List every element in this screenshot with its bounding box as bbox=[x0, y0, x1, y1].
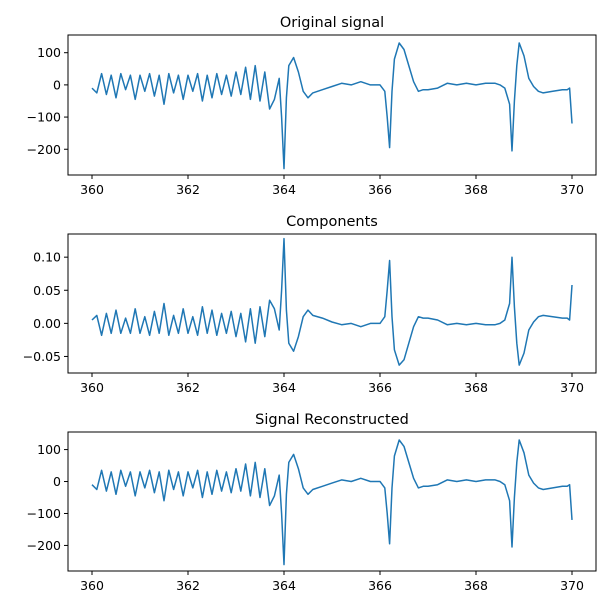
x-tick-label: 370 bbox=[560, 578, 584, 593]
x-tick-label: 368 bbox=[464, 578, 488, 593]
chart-title: Signal Reconstructed bbox=[255, 412, 409, 428]
x-tick-label: 364 bbox=[272, 578, 296, 593]
axes-frame bbox=[67, 233, 597, 374]
y-tick-label: −100 bbox=[27, 110, 61, 125]
series-line-2-1 bbox=[91, 237, 573, 366]
y-tick-label: 0 bbox=[53, 77, 61, 92]
y-tick-label: −0.05 bbox=[23, 349, 61, 364]
y-tick-label: 0 bbox=[53, 474, 61, 489]
x-tick-label: 370 bbox=[560, 380, 584, 395]
x-tick-label: 370 bbox=[560, 182, 584, 197]
x-tick-label: 366 bbox=[368, 578, 392, 593]
y-tick-label: 100 bbox=[37, 45, 61, 60]
chart-panel-2: Components 360 362 364 366 368 370 −0.05 0.00 0.0… bbox=[23, 214, 597, 395]
y-tick-label: −100 bbox=[27, 506, 61, 521]
y-tick-label: 0.00 bbox=[33, 316, 61, 331]
series-line-3-1 bbox=[91, 439, 573, 566]
axes-frame bbox=[67, 431, 597, 572]
x-tick-label: 360 bbox=[80, 578, 104, 593]
y-tick-label: −200 bbox=[27, 538, 61, 553]
axes-frame bbox=[67, 34, 597, 176]
chart-panel-3: Signal Reconstructed 360 362 364 366 368 370 −2… bbox=[27, 412, 597, 593]
chart-title: Original signal bbox=[280, 15, 384, 31]
x-tick-label: 362 bbox=[176, 380, 200, 395]
y-tick-label: 0.10 bbox=[33, 250, 61, 265]
x-tick-label: 364 bbox=[272, 380, 296, 395]
y-tick-label: 100 bbox=[37, 442, 61, 457]
x-tick-label: 366 bbox=[368, 182, 392, 197]
chart-panel-1: Original signal 360 362 364 366 368 370 −200 −10… bbox=[27, 15, 597, 197]
x-tick-label: 366 bbox=[368, 380, 392, 395]
x-tick-label: 368 bbox=[464, 380, 488, 395]
series-line-1-1 bbox=[91, 42, 573, 170]
y-tick-label: 0.05 bbox=[33, 283, 61, 298]
x-tick-label: 364 bbox=[272, 182, 296, 197]
x-tick-label: 360 bbox=[80, 182, 104, 197]
x-tick-label: 368 bbox=[464, 182, 488, 197]
x-tick-label: 362 bbox=[176, 182, 200, 197]
y-tick-label: −200 bbox=[27, 142, 61, 157]
x-tick-label: 360 bbox=[80, 380, 104, 395]
chart-title: Components bbox=[286, 214, 378, 230]
x-tick-label: 362 bbox=[176, 578, 200, 593]
